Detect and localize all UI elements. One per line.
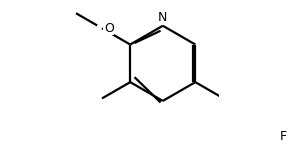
Text: O: O — [104, 22, 114, 35]
Text: N: N — [158, 12, 168, 24]
Text: F: F — [280, 130, 287, 143]
